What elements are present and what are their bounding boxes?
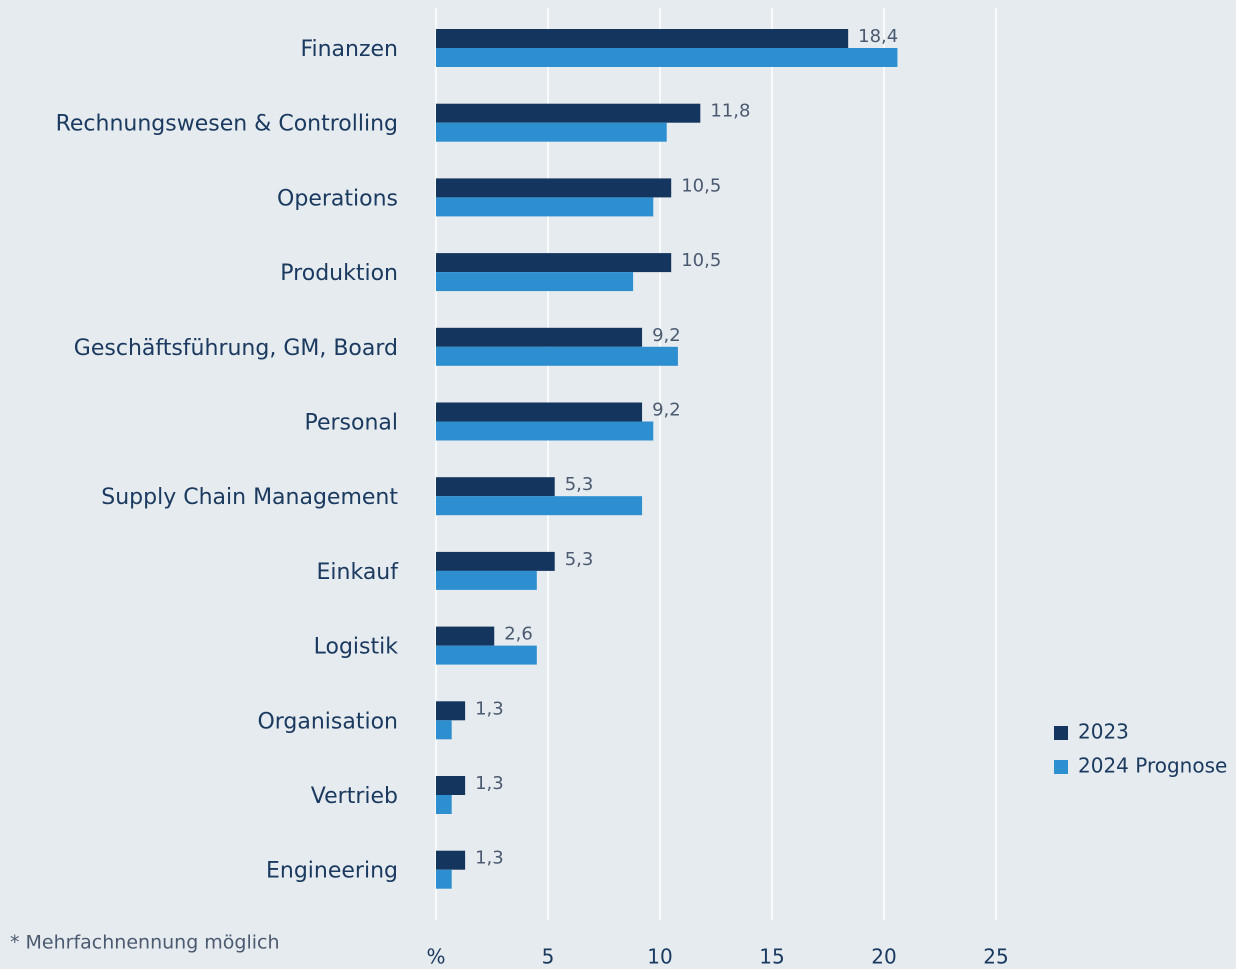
category-label: Supply Chain Management <box>101 485 398 510</box>
category-label: Operations <box>277 186 398 211</box>
bar <box>436 551 555 571</box>
legend-swatch <box>1054 760 1068 774</box>
x-tick-label: 25 <box>983 945 1008 969</box>
value-label: 9,2 <box>652 400 681 421</box>
category-label: Produktion <box>280 261 398 286</box>
category-label: Organisation <box>257 709 398 734</box>
bar <box>436 103 701 123</box>
value-label: 5,3 <box>565 549 594 570</box>
bar <box>436 720 452 740</box>
value-label: 18,4 <box>858 26 898 47</box>
bar <box>436 327 643 347</box>
bar <box>436 402 643 422</box>
value-label: 2,6 <box>504 624 533 645</box>
x-tick-label: % <box>426 945 445 969</box>
bar <box>436 701 466 721</box>
legend-swatch <box>1054 726 1068 740</box>
legend-label: 2024 Prognose <box>1078 754 1227 778</box>
bar <box>436 850 466 870</box>
x-tick-label: 5 <box>542 945 555 969</box>
category-label: Rechnungswesen & Controlling <box>56 112 398 137</box>
bar <box>436 253 672 273</box>
value-label: 9,2 <box>652 325 681 346</box>
bar <box>436 496 643 516</box>
x-tick-label: 20 <box>871 945 896 969</box>
bar <box>436 197 654 217</box>
bar <box>436 477 555 497</box>
category-label: Vertrieb <box>311 784 398 809</box>
bar <box>436 48 898 67</box>
category-label: Logistik <box>314 635 399 660</box>
value-label: 1,3 <box>475 848 504 869</box>
bar <box>436 122 667 142</box>
bar <box>436 869 452 889</box>
category-label: Engineering <box>266 859 398 884</box>
bar <box>436 626 495 646</box>
bar <box>436 29 849 48</box>
value-label: 1,3 <box>475 698 504 719</box>
category-label: Personal <box>304 411 398 436</box>
footnote: * Mehrfachnennung möglich <box>10 932 280 954</box>
category-label: Finanzen <box>300 37 398 62</box>
category-label: Einkauf <box>317 560 400 585</box>
bar <box>436 421 654 441</box>
legend-label: 2023 <box>1078 720 1129 744</box>
value-label: 10,5 <box>681 175 721 196</box>
value-label: 10,5 <box>681 250 721 271</box>
x-tick-label: 15 <box>759 945 784 969</box>
x-tick-label: 10 <box>647 945 672 969</box>
bar <box>436 645 537 665</box>
bar <box>436 178 672 198</box>
value-label: 11,8 <box>710 101 750 122</box>
bar <box>436 776 466 795</box>
value-label: 1,3 <box>475 773 504 794</box>
bar <box>436 272 634 292</box>
bar <box>436 570 537 590</box>
bar <box>436 346 678 366</box>
bar <box>436 795 452 814</box>
category-label: Geschäftsführung, GM, Board <box>74 336 398 361</box>
value-label: 5,3 <box>565 474 594 495</box>
